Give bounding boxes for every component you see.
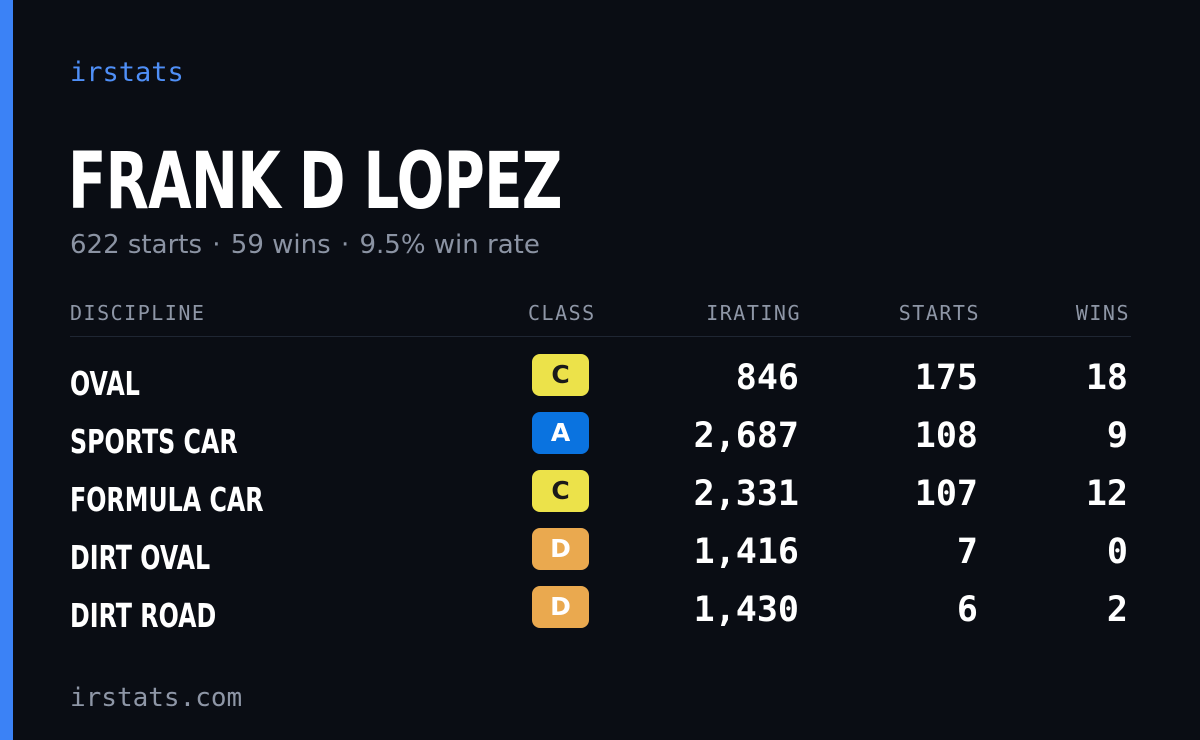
header-starts: STARTS (898, 301, 980, 325)
summary-separator: · (212, 230, 221, 260)
discipline-label: FORMULA CAR (70, 480, 264, 519)
discipline-label: OVAL (70, 364, 140, 403)
class-badge: D (532, 586, 589, 628)
discipline-label: SPORTS CAR (70, 422, 238, 461)
irating-value: 1,416 (693, 532, 799, 572)
footer-url: irstats.com (70, 683, 243, 713)
wins-value: 0 (1106, 532, 1128, 572)
table-row: SPORTS CAR A 2,687 108 9 (70, 408, 1131, 466)
summary-wins: 59 wins (230, 230, 331, 260)
discipline-label: DIRT OVAL (70, 538, 211, 577)
table-row: FORMULA CAR C 2,331 107 12 (70, 466, 1131, 524)
class-badge: C (532, 470, 589, 512)
summary-starts: 622 starts (70, 230, 202, 260)
starts-value: 107 (914, 474, 978, 514)
irating-value: 846 (735, 358, 799, 398)
stats-table: OVAL C 846 175 18 SPORTS CAR A 2,687 108… (70, 350, 1131, 640)
wins-value: 18 (1085, 358, 1128, 398)
starts-value: 108 (914, 416, 978, 456)
header-class: CLASS (528, 301, 596, 325)
header-wins: WINS (1075, 301, 1130, 325)
accent-bar (0, 0, 13, 740)
wins-value: 2 (1106, 590, 1128, 630)
table-row: OVAL C 846 175 18 (70, 350, 1131, 408)
irating-value: 2,331 (693, 474, 799, 514)
driver-summary: 622 starts · 59 wins · 9.5% win rate (70, 227, 540, 263)
header-discipline: DISCIPLINE (70, 301, 206, 325)
class-badge: D (532, 528, 589, 570)
driver-name: FRANK D LOPEZ (68, 137, 562, 227)
brand-logo: irstats (70, 57, 184, 88)
summary-separator: · (340, 230, 350, 260)
header-irating: IRATING (706, 301, 801, 325)
starts-value: 6 (956, 590, 978, 630)
table-row: DIRT OVAL D 1,416 7 0 (70, 524, 1131, 582)
wins-value: 12 (1085, 474, 1128, 514)
class-badge: A (532, 412, 589, 454)
starts-value: 7 (956, 532, 978, 572)
irating-value: 2,687 (693, 416, 799, 456)
starts-value: 175 (914, 358, 978, 398)
wins-value: 9 (1106, 416, 1128, 456)
class-badge: C (532, 354, 589, 396)
table-row: DIRT ROAD D 1,430 6 2 (70, 582, 1131, 640)
irating-value: 1,430 (693, 590, 799, 630)
table-header: DISCIPLINE CLASS IRATING STARTS WINS (70, 298, 1131, 337)
summary-win-rate: 9.5% win rate (359, 230, 540, 260)
discipline-label: DIRT ROAD (70, 596, 217, 635)
